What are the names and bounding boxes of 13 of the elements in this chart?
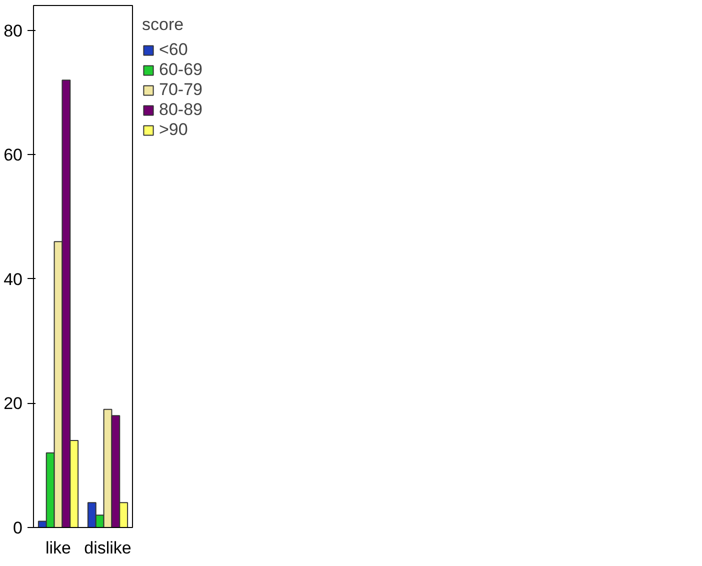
y-tick-label: 80 — [4, 21, 23, 40]
legend-title: score — [142, 15, 185, 35]
y-tick-label: 20 — [4, 394, 23, 414]
y-tick-label: 40 — [4, 270, 23, 289]
legend-label: 60-69 — [159, 60, 202, 80]
x-tick-label: dislike — [84, 538, 132, 558]
x-tick-label: like — [45, 538, 72, 558]
legend-label: >90 — [159, 120, 188, 140]
legend-label: 80-89 — [159, 100, 202, 120]
y-tick-label: 60 — [4, 146, 23, 165]
legend-label: 70-79 — [159, 80, 202, 100]
legend-label: <60 — [159, 40, 188, 60]
y-tick-label: 0 — [13, 518, 23, 538]
